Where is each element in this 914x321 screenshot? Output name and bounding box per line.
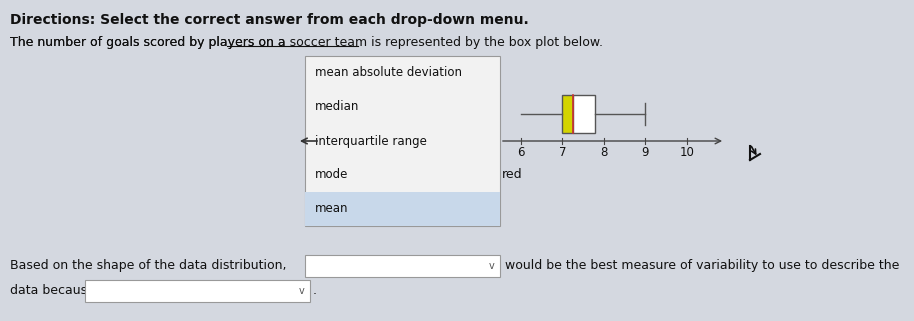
Text: mean: mean	[315, 203, 348, 215]
Text: would be the best measure of variability to use to describe the: would be the best measure of variability…	[505, 259, 899, 273]
Text: v: v	[489, 261, 494, 271]
Text: red: red	[502, 169, 523, 181]
Text: 7: 7	[558, 146, 566, 159]
Text: mean absolute deviation: mean absolute deviation	[315, 66, 462, 80]
Bar	[562, 95, 573, 133]
Bar	[305, 192, 500, 226]
Text: .: .	[313, 284, 317, 298]
Text: Based on the shape of the data distribution,: Based on the shape of the data distribut…	[10, 259, 286, 273]
Bar	[305, 255, 500, 277]
Text: data because: data because	[10, 284, 95, 298]
Text: mode: mode	[315, 169, 348, 181]
Text: median: median	[315, 100, 359, 114]
Text: The number of goals scored by players on a soccer team is represented by the box: The number of goals scored by players on…	[10, 36, 603, 49]
Bar	[573, 95, 596, 133]
Bar	[305, 56, 500, 226]
Bar	[85, 280, 310, 302]
Text: Directions: Select the correct answer from each drop-down menu.: Directions: Select the correct answer fr…	[10, 13, 529, 27]
Text: 8: 8	[600, 146, 608, 159]
Text: 10: 10	[679, 146, 695, 159]
Text: The number of goals scored by players on a: The number of goals scored by players on…	[10, 36, 290, 49]
Text: interquartile range: interquartile range	[315, 134, 427, 148]
Text: 6: 6	[517, 146, 525, 159]
Text: 9: 9	[642, 146, 649, 159]
Text: v: v	[299, 286, 305, 296]
